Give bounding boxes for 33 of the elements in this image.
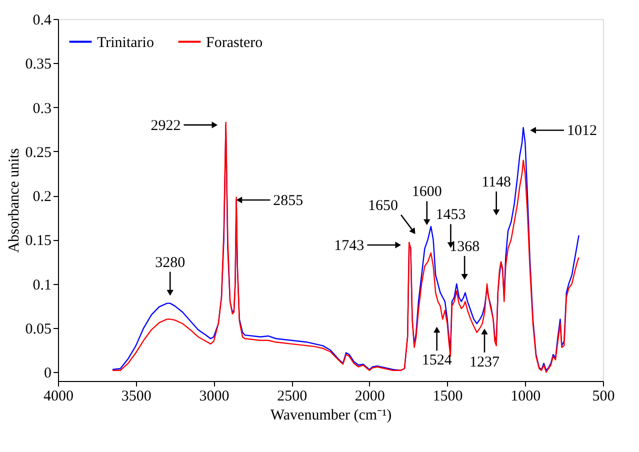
x-tick-label: 500 (592, 388, 615, 404)
annotation: 1148 (482, 174, 512, 190)
y-tick-label: 0.3 (32, 100, 52, 117)
annotation: 1453 (436, 207, 466, 224)
annotation: 2855 (273, 193, 304, 209)
x-tick-label: 3000 (199, 388, 230, 404)
y-tick-label: 0.35 (25, 56, 52, 73)
annotation: 1524 (422, 352, 452, 369)
x-tick-label: 2500 (277, 388, 308, 404)
y-tick-label: 0.2 (32, 189, 52, 206)
y-tick-label: 0.05 (25, 322, 52, 338)
annotation: 1237 (470, 354, 500, 370)
annotation: 3280 (155, 254, 186, 271)
annotation: 2922 (150, 118, 181, 134)
y-tick-label: 0.25 (25, 144, 52, 161)
annotation: 1600 (412, 184, 442, 200)
annotation: 1650 (368, 198, 398, 214)
x-axis-title: Wavenumber (cm⁻¹) (270, 408, 392, 424)
annotation: 1368 (450, 238, 480, 255)
x-tick-label: 4000 (44, 388, 74, 404)
annotation: 1743 (334, 238, 364, 254)
y-tick-label: 0.4 (32, 12, 52, 28)
annotation: 1012 (567, 123, 598, 140)
x-tick-label: 2000 (354, 388, 385, 404)
y-tick-label: 0 (44, 366, 52, 382)
x-tick-label: 1000 (510, 388, 541, 404)
y-tick-label: 0.15 (25, 233, 52, 250)
y-axis-title: Absorbance units (6, 148, 22, 253)
legend-label: Forastero (206, 34, 263, 51)
x-tick-label: 1500 (432, 388, 463, 404)
x-tick-label: 3500 (121, 388, 152, 404)
y-tick-label: 0.1 (32, 277, 52, 294)
legend-label: Trinitario (97, 34, 154, 51)
